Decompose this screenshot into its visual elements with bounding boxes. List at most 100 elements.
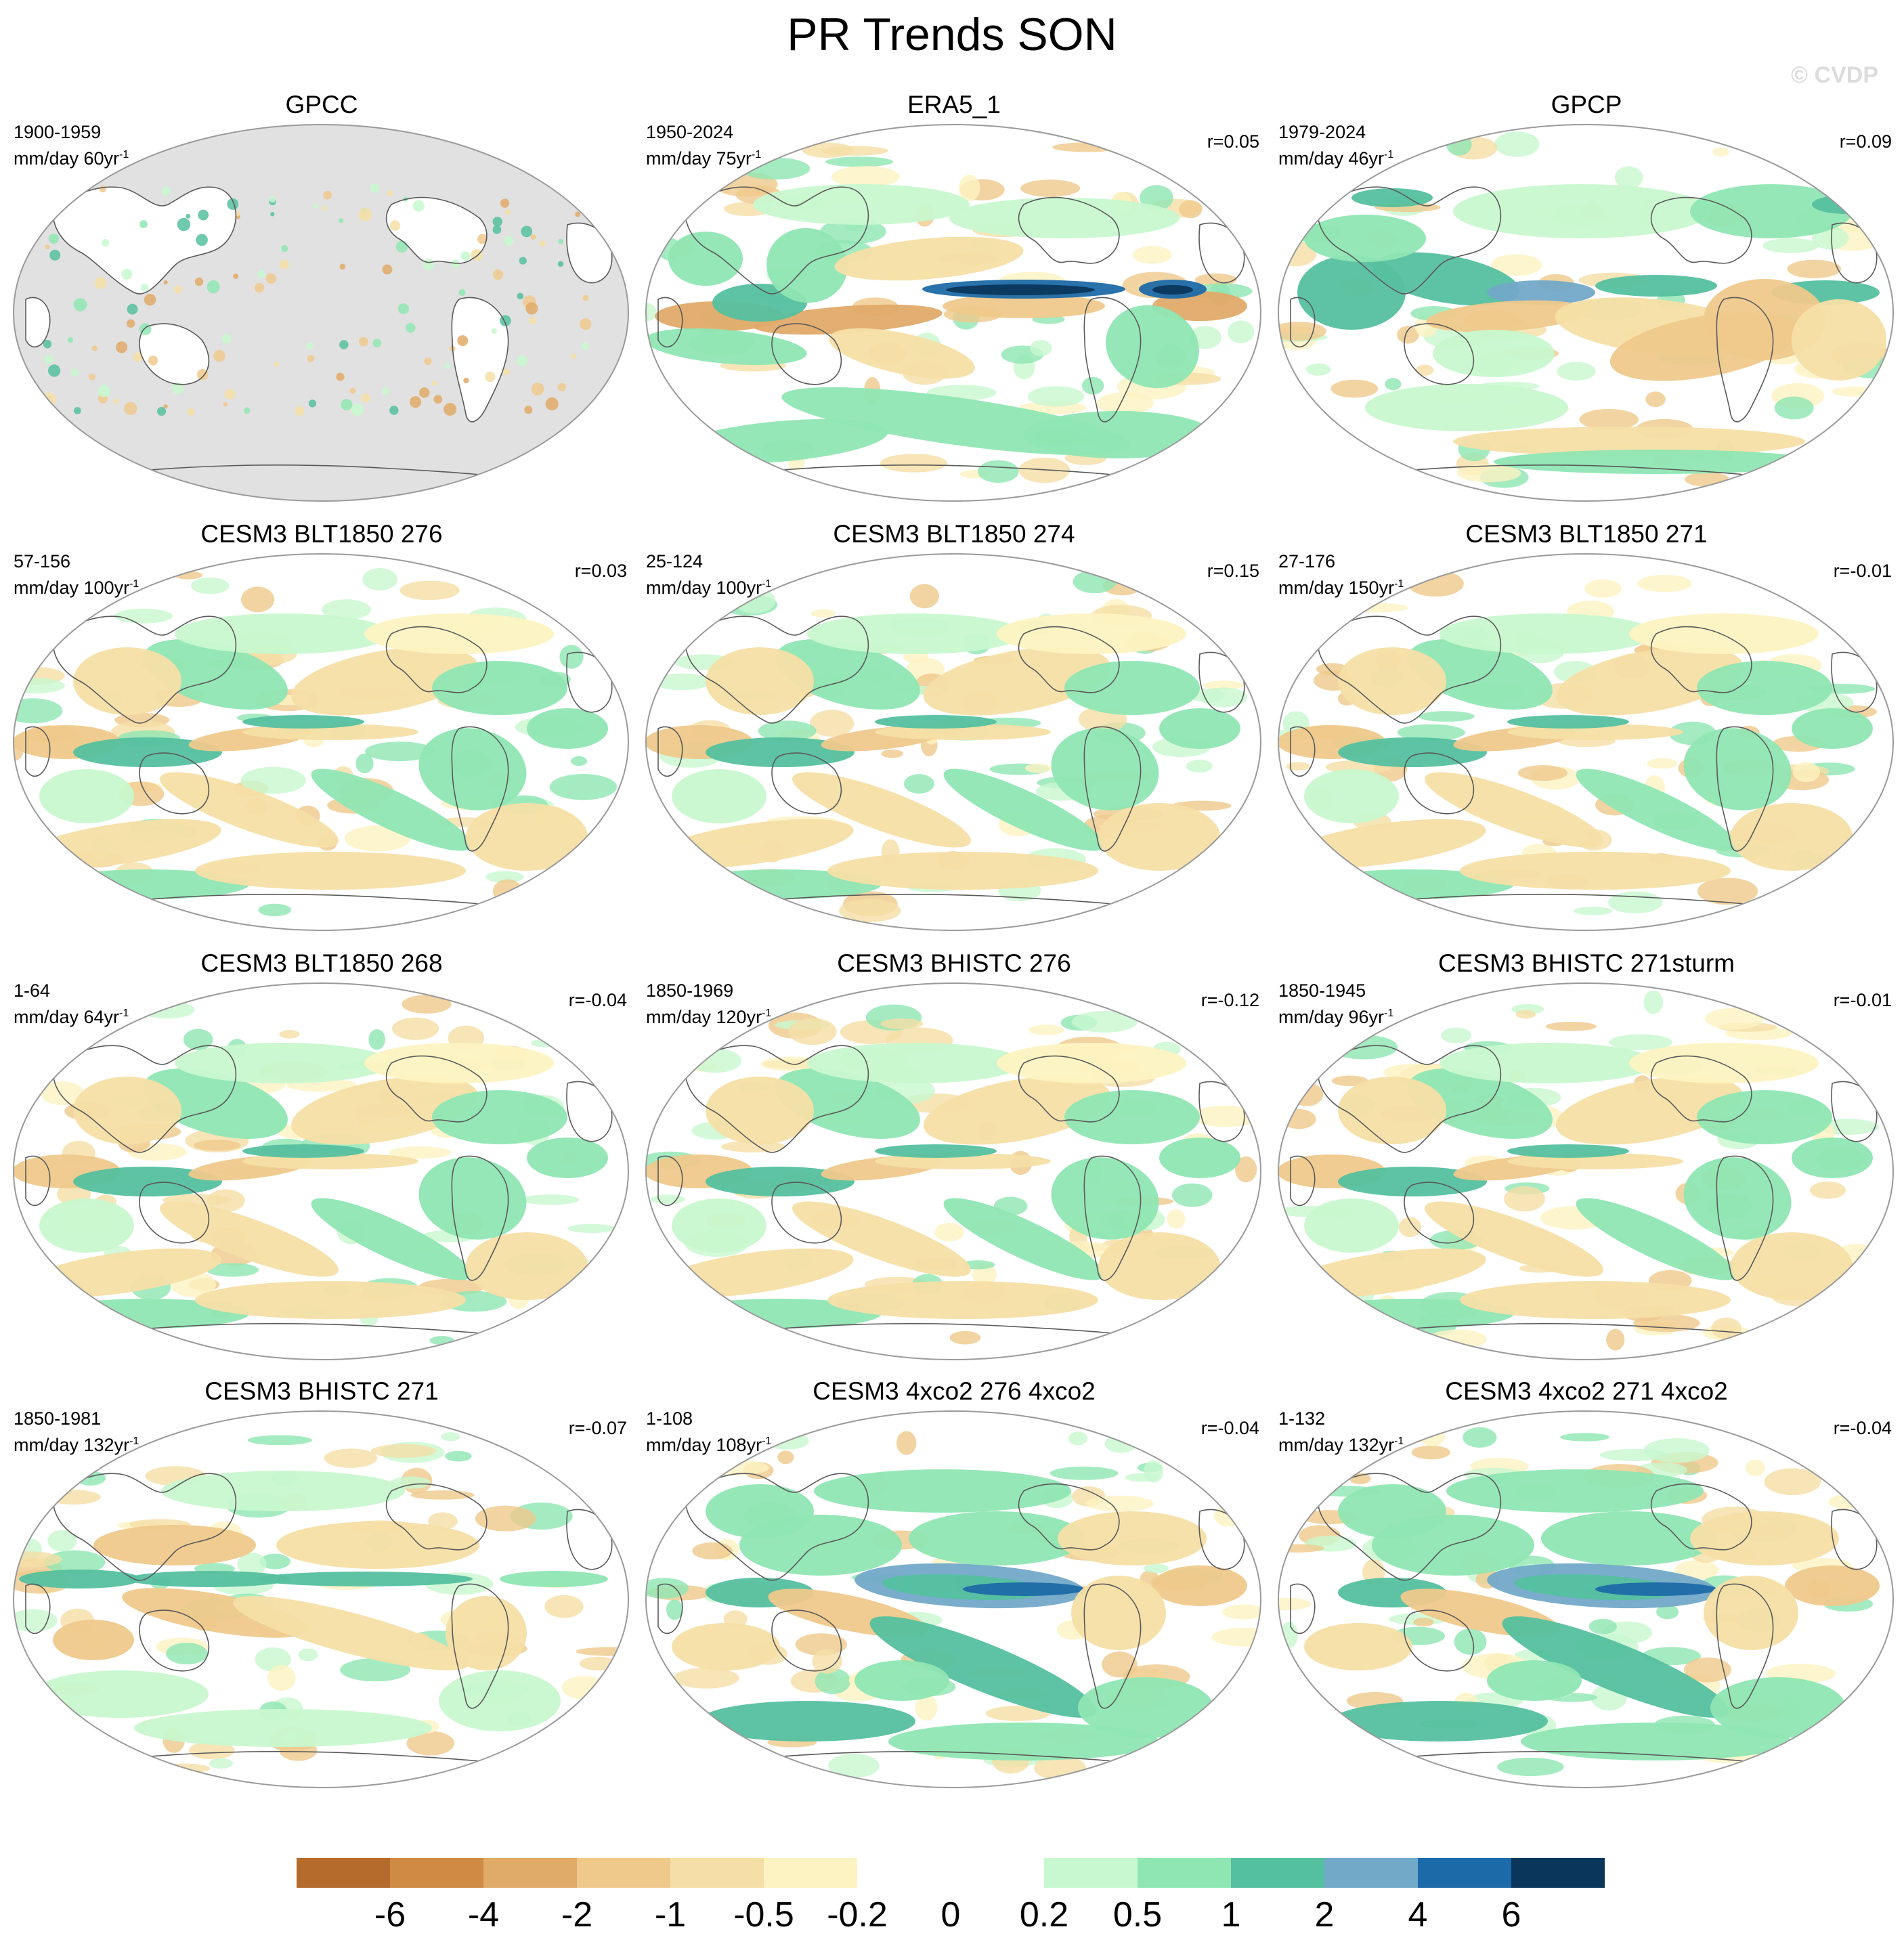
map-11 (645, 1410, 1261, 1788)
pattern-correlation: r=-0.07 (568, 1418, 627, 1438)
coastline (1404, 323, 1475, 385)
coastline (1317, 1473, 1502, 1581)
coastline (385, 196, 488, 264)
map-panel: CESM3 BHISTC 271sturm 1850-1945 mm/day 96y… (1272, 949, 1901, 1373)
panel-period: 1850-1981 (14, 1408, 102, 1429)
panel-units-text: mm/day 150yr (1278, 578, 1395, 598)
panel-period: 25-124 (646, 551, 704, 571)
panel-units-exponent: -1 (1394, 578, 1404, 590)
pattern-correlation: r=0.15 (1207, 561, 1259, 581)
map-panel: CESM3 4xco2 276 4xco2 1-108 mm/day 108yr-1… (639, 1377, 1269, 1801)
colorbar-box (1231, 1858, 1324, 1888)
coastline (1404, 1182, 1475, 1244)
pattern-correlation: r=0.09 (1839, 131, 1892, 152)
panel-period: 1979-2024 (1278, 122, 1366, 142)
map-3 (1278, 124, 1894, 502)
colorbar-tick-label: -4 (467, 1895, 500, 1934)
coastline (1018, 1483, 1120, 1551)
map-border (1278, 553, 1894, 931)
panel-units-exponent: -1 (752, 149, 762, 160)
map-border (645, 124, 1261, 502)
colorbar-box (1324, 1858, 1418, 1888)
panel-units-text: mm/day 75yr (646, 148, 752, 169)
coastline (451, 726, 509, 852)
map-1 (13, 124, 629, 502)
coastline (1290, 297, 1316, 348)
colorbar-box (390, 1858, 483, 1888)
coastline (451, 1583, 509, 1709)
coastline (657, 1155, 683, 1207)
map-border (645, 1410, 1261, 1788)
panel-title: CESM3 BLT1850 274 (833, 520, 1075, 548)
map-panel: CESM3 BLT1850 268 1-64 mm/day 64yr-1 r=-0.0… (7, 949, 636, 1373)
panel-title: CESM3 BLT1850 276 (200, 520, 443, 548)
map-2 (645, 124, 1261, 502)
land-area (139, 324, 209, 385)
coastline (685, 1045, 869, 1153)
coastline (385, 1483, 488, 1551)
panel-units: mm/day 96yr-1 (1278, 1002, 1393, 1029)
coastline (1650, 626, 1752, 693)
map-6 (1278, 553, 1894, 931)
coastline (1290, 1155, 1316, 1207)
panel-title: CESM3 BHISTC 271 (204, 1377, 439, 1405)
colorbar-tick-label: -2 (561, 1895, 593, 1934)
coastline (1317, 615, 1502, 724)
panel-period: 1-132 (1278, 1408, 1326, 1429)
pattern-correlation: r=-0.04 (1833, 1418, 1892, 1438)
panel-period: 27-176 (1278, 551, 1336, 571)
colorbar-tick-label: 6 (1501, 1895, 1521, 1934)
coastline (657, 726, 683, 777)
panel-units-exponent: -1 (1384, 149, 1394, 160)
coastline (52, 1473, 237, 1581)
colorbar-box (764, 1858, 857, 1888)
coastline (1650, 196, 1752, 264)
panel-period: 1-64 (14, 980, 51, 1001)
panel-units-text: mm/day 120yr (646, 1007, 762, 1027)
coastline (771, 323, 842, 385)
colorbar-tick-label: 4 (1408, 1895, 1428, 1934)
coastline (25, 726, 51, 777)
map-border (1278, 1410, 1894, 1788)
colorbar-tick-label: 1 (1221, 1895, 1241, 1934)
coastline (1083, 726, 1142, 852)
coastline (139, 752, 210, 815)
panel-period: 1-108 (646, 1408, 693, 1429)
coastline (1650, 1483, 1752, 1551)
coastline (139, 1609, 210, 1672)
colorbar-tick-label: 2 (1314, 1895, 1335, 1934)
panel-units-text: mm/day 132yr (1278, 1435, 1395, 1455)
panel-title: CESM3 4xco2 271 4xco2 (1445, 1377, 1728, 1405)
coastline (771, 1182, 842, 1244)
colorbar-box (1511, 1858, 1605, 1888)
panel-units: mm/day 132yr-1 (14, 1430, 139, 1456)
coastline (1290, 726, 1316, 777)
pattern-correlation: r=-0.01 (1833, 561, 1892, 581)
panel-title: GPCP (1551, 91, 1622, 118)
panel-units-text: mm/day 96yr (1278, 1007, 1385, 1027)
colorbar-box (1418, 1858, 1511, 1888)
pattern-correlation: r=-0.01 (1833, 990, 1892, 1010)
colorbar-box (483, 1858, 577, 1888)
map-panel: GPCC 1900-1959 mm/day 60yr-1 (7, 91, 636, 515)
map-panel: CESM3 BHISTC 271 1850-1981 mm/day 132yr-1 r… (7, 1377, 636, 1801)
watermark: © CVDP (1791, 62, 1878, 88)
panel-title: CESM3 BLT1850 268 (200, 949, 443, 977)
coastline (685, 186, 869, 295)
map-border (13, 124, 629, 502)
panel-units-text: mm/day 100yr (646, 578, 762, 598)
coastline (1083, 1583, 1142, 1709)
panel-units-text: mm/day 132yr (14, 1435, 130, 1455)
panel-period: 1900-1959 (14, 122, 102, 142)
coastline (52, 615, 237, 724)
map-10 (13, 1410, 629, 1788)
coastline (385, 626, 488, 693)
coastline (657, 1583, 683, 1635)
land-area (386, 197, 487, 263)
colorbar-tick-label: -1 (654, 1895, 687, 1934)
map-panel: CESM3 BHISTC 276 1850-1969 mm/day 120yr-1 r… (639, 949, 1269, 1373)
panel-title: CESM3 4xco2 276 4xco2 (813, 1377, 1096, 1405)
map-border (1278, 124, 1894, 502)
coastline (52, 186, 237, 295)
colorbar-box (297, 1858, 390, 1888)
